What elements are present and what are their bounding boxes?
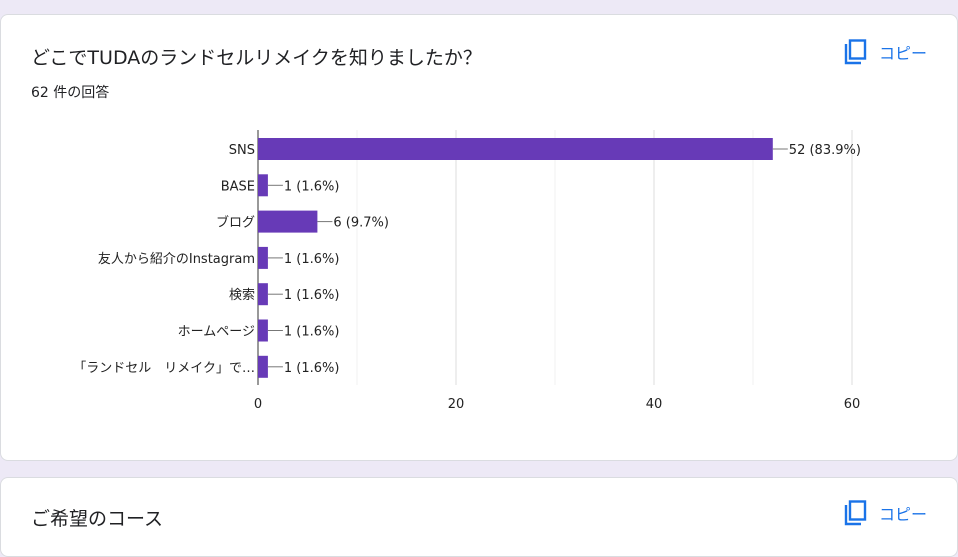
data-label: 1 (1.6%)	[284, 288, 340, 303]
category-label: BASE	[221, 179, 255, 194]
bar	[258, 246, 268, 269]
copy-button[interactable]: コピー	[843, 500, 927, 526]
copy-button[interactable]: コピー	[843, 39, 927, 65]
question-card-1: どこでTUDAのランドセルリメイクを知りましたか？ 62 件の回答 コピー	[0, 14, 958, 461]
category-label: ホームページ	[178, 325, 255, 340]
category-label: ブログ	[216, 215, 255, 231]
bar	[258, 138, 773, 160]
copy-label: コピー	[878, 505, 927, 524]
x-tick-label: 20	[448, 397, 465, 412]
bar	[258, 319, 268, 342]
copy-icon	[844, 500, 867, 526]
question-title: ご希望のコース	[31, 508, 164, 530]
data-label: 1 (1.6%)	[284, 325, 340, 340]
data-label: 1 (1.6%)	[284, 361, 340, 376]
data-label: 1 (1.6%)	[284, 252, 340, 267]
x-tick-label: 0	[254, 397, 262, 412]
category-label: 「ランドセル リメイク」で…	[73, 361, 255, 376]
category-label: SNS	[229, 143, 255, 158]
question-title: どこでTUDAのランドセルリメイクを知りましたか？	[31, 47, 482, 69]
data-label: 6 (9.7%)	[333, 216, 389, 231]
x-tick-label: 60	[844, 397, 861, 412]
bar	[258, 283, 268, 306]
category-label: 友人から紹介のInstagram	[98, 251, 255, 267]
bar	[258, 210, 318, 233]
copy-label: コピー	[878, 44, 927, 63]
data-label: 52 (83.9%)	[789, 143, 861, 158]
response-count: 62 件の回答	[31, 85, 110, 101]
category-label: 検索	[229, 288, 255, 303]
bar	[258, 355, 268, 378]
data-label: 1 (1.6%)	[284, 179, 340, 194]
bar-chart: 0 20 40 60 SNS 52 (83.9%) BASE 1 (1.6%) ブログ 6 (9.…	[73, 130, 861, 412]
bar	[258, 174, 268, 197]
copy-icon	[844, 39, 867, 65]
x-tick-label: 40	[646, 397, 663, 412]
